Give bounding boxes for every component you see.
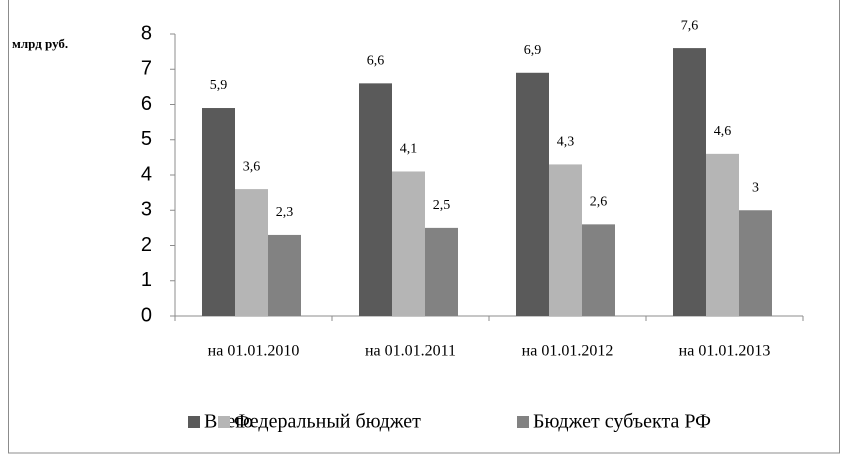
legend-swatch <box>188 416 200 428</box>
legend-swatch <box>517 416 529 428</box>
bar <box>392 171 425 316</box>
bar <box>516 72 549 317</box>
y-tick-label: 3 <box>141 199 152 221</box>
value-label: 4,6 <box>714 124 732 139</box>
x-tick-label: на 01.01.2012 <box>522 343 614 360</box>
y-tick-label: 0 <box>141 304 152 326</box>
y-tick-label: 2 <box>141 234 152 256</box>
y-tick-label: 7 <box>141 58 152 80</box>
bar <box>202 108 235 317</box>
value-label: 3,6 <box>243 159 261 174</box>
legend-label: Бюджет субъекта РФ <box>533 411 711 433</box>
y-tick-label: 6 <box>141 93 152 115</box>
value-label: 2,5 <box>433 198 451 213</box>
x-tick-label: на 01.01.2010 <box>208 343 300 360</box>
legend-swatch <box>218 416 230 428</box>
y-tick-label: 5 <box>141 128 152 150</box>
value-label: 4,1 <box>400 142 418 157</box>
value-label: 7,6 <box>681 18 699 33</box>
x-tick-label: на 01.01.2011 <box>365 343 456 360</box>
bar <box>268 234 301 316</box>
value-label: 6,9 <box>524 43 542 58</box>
bar <box>359 83 392 316</box>
y-tick-label: 4 <box>141 163 152 185</box>
value-label: 3 <box>752 180 759 195</box>
x-tick-label: на 01.01.2013 <box>679 343 771 360</box>
bar <box>673 48 706 316</box>
y-axis-label: млрд руб. <box>12 36 68 51</box>
bar <box>739 210 772 316</box>
bar <box>235 189 268 316</box>
value-label: 2,3 <box>276 205 294 220</box>
value-label: 6,6 <box>367 54 385 69</box>
bar <box>549 164 582 316</box>
bar <box>706 153 739 316</box>
y-tick-label: 1 <box>141 269 152 291</box>
bar <box>425 227 458 316</box>
value-label: 5,9 <box>210 78 228 93</box>
legend-label: Федеральный бюджет <box>234 411 421 433</box>
bar <box>582 224 615 316</box>
value-label: 2,6 <box>590 195 608 210</box>
y-tick-label: 8 <box>141 22 152 44</box>
value-label: 4,3 <box>557 135 575 150</box>
